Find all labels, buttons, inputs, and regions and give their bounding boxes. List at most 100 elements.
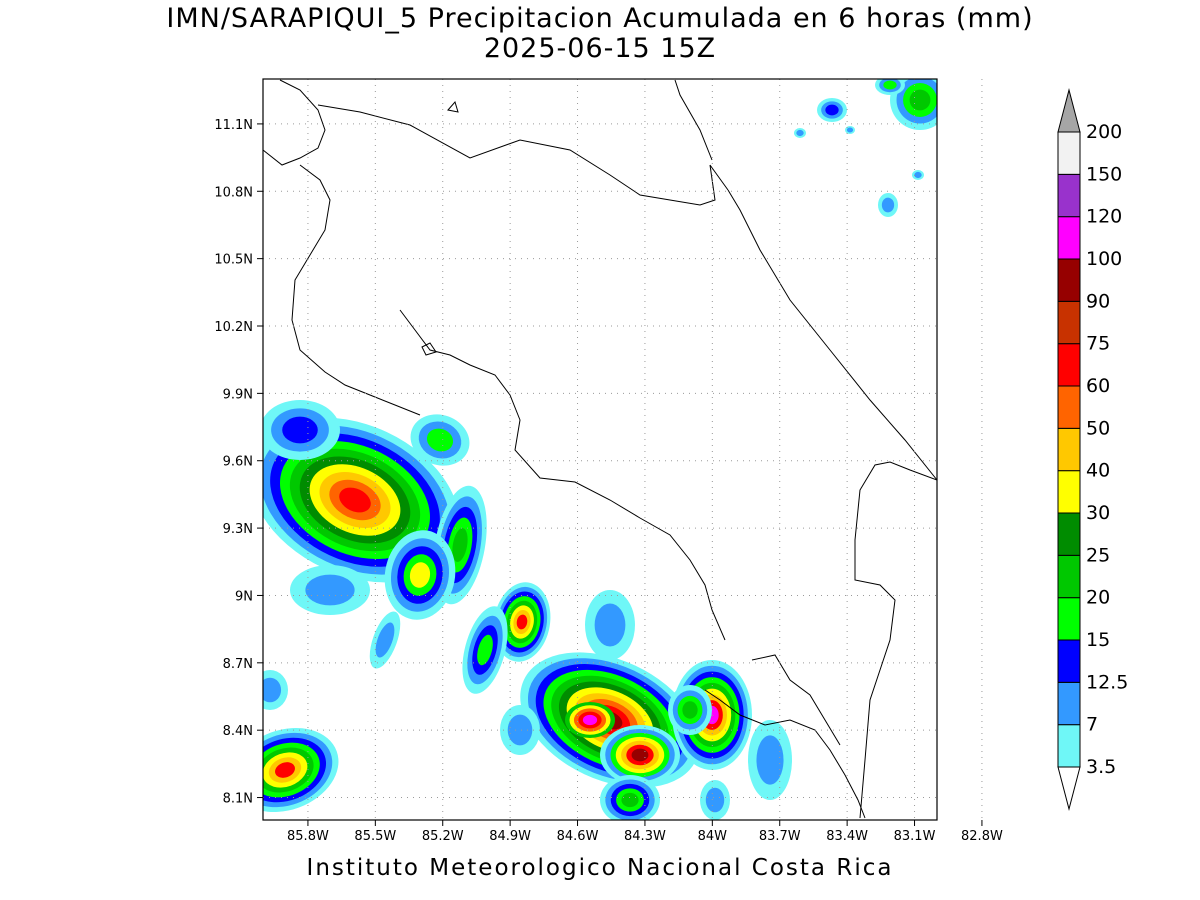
- lon-tick-label: 84W: [698, 829, 728, 844]
- lat-tick-label: 9.9N: [223, 387, 253, 402]
- lat-tick-label: 9.6N: [223, 455, 253, 470]
- precip-contour: [825, 104, 839, 116]
- lon-tick-label: 85.8W: [287, 829, 329, 844]
- lat-tick-label: 9.3N: [223, 522, 253, 537]
- coastline-lake: [447, 100, 459, 113]
- colorbar-swatch: [1057, 512, 1081, 556]
- lon-tick-label: 85.2W: [422, 829, 464, 844]
- precip-contour: [682, 701, 698, 719]
- colorbar-label: 12.5: [1086, 671, 1128, 693]
- precip-contour: [621, 792, 639, 808]
- coastline-osa: [704, 689, 866, 819]
- precip-contour: [263, 677, 282, 703]
- lon-tick-label: 84.3W: [624, 829, 666, 844]
- lon-tick-label: 83.7W: [759, 829, 801, 844]
- precip-contour: [305, 574, 355, 606]
- colorbar-label: 100: [1086, 248, 1122, 270]
- colorbar-label: 200: [1086, 121, 1122, 143]
- precip-contour: [375, 622, 395, 658]
- coastline-north: [263, 79, 326, 166]
- lat-tick-label: 10.5N: [214, 253, 253, 268]
- colorbar-label: 15: [1086, 629, 1110, 651]
- precip-contour: [452, 528, 468, 562]
- colorbar-label: 7: [1086, 714, 1098, 736]
- lon-tick-label: 84.6W: [557, 829, 599, 844]
- colorbar-swatch: [1057, 597, 1081, 641]
- colorbar-swatch: [1057, 258, 1081, 302]
- coastline-gulf: [399, 309, 726, 641]
- lat-tick-label: 10.2N: [214, 320, 253, 335]
- precip-contour: [594, 603, 626, 647]
- colorbar-swatch: [1057, 470, 1081, 514]
- precip-contour: [426, 428, 454, 452]
- precip-contour: [883, 80, 897, 90]
- colorbar-swatch: [1057, 216, 1081, 260]
- coastline-nicaragua-border: [317, 104, 729, 206]
- precip-contour: [756, 735, 784, 785]
- colorbar-label: 3.5: [1086, 756, 1116, 778]
- map-frame: [262, 78, 938, 821]
- lat-tick-label: 8.7N: [223, 657, 253, 672]
- precip-contour: [796, 129, 804, 137]
- precip-contour: [881, 197, 895, 213]
- colorbar-min-arrow: [1057, 766, 1081, 811]
- colorbar-label: 150: [1086, 163, 1122, 185]
- lat-tick-label: 11.1N: [214, 118, 253, 133]
- precip-contour: [516, 614, 528, 630]
- colorbar-label: 50: [1086, 417, 1110, 439]
- lon-tick-label: 84.9W: [489, 829, 531, 844]
- precip-contour: [282, 416, 318, 444]
- coastline-gulf-island: [421, 342, 437, 356]
- colorbar-swatch: [1057, 385, 1081, 429]
- precip-contour: [631, 748, 649, 762]
- lat-tick-label: 8.4N: [223, 724, 253, 739]
- precip-contour: [339, 487, 371, 513]
- lon-tick-label: 82.8W: [961, 829, 1003, 844]
- colorbar-swatch: [1057, 131, 1081, 175]
- colorbar-label: 20: [1086, 587, 1110, 609]
- lat-tick-label: 8.1N: [223, 792, 253, 807]
- precip-contour: [909, 89, 931, 111]
- coastline: [263, 79, 937, 819]
- precipitation-field: [263, 79, 937, 820]
- grid-lines: [263, 79, 983, 820]
- lon-tick-label: 83.1W: [894, 829, 936, 844]
- colorbar-swatch: [1057, 639, 1081, 683]
- footer-credit: Instituto Meteorologico Nacional Costa R…: [306, 855, 894, 881]
- coastline-panama-border: [751, 654, 841, 746]
- colorbar-swatch: [1057, 554, 1081, 599]
- colorbar-swatch: [1057, 300, 1081, 345]
- lat-tick-label: 10.8N: [214, 185, 253, 200]
- colorbar-label: 75: [1086, 333, 1110, 355]
- colorbar-max-arrow: [1057, 88, 1081, 133]
- precip-contour: [409, 562, 431, 588]
- colorbar-label: 90: [1086, 290, 1110, 312]
- chart-title: IMN/SARAPIQUI_5 Precipitacion Acumulada …: [166, 3, 1034, 34]
- coastline-nicoya: [291, 164, 421, 416]
- coastline-caribbean: [674, 79, 937, 481]
- colorbar: 3.5 7 12.5 15 20 25 30 40 50 60 75 90 100 120 150 200: [1057, 88, 1128, 811]
- precip-contour: [507, 714, 533, 746]
- colorbar-swatch: [1057, 427, 1081, 472]
- lat-tick-label: 9N: [235, 589, 253, 604]
- precip-contour: [914, 171, 922, 179]
- colorbar-swatch: [1057, 173, 1081, 218]
- precip-contour: [846, 127, 854, 133]
- lon-tick-label: 83.4W: [826, 829, 868, 844]
- colorbar-label: 60: [1086, 375, 1110, 397]
- colorbar-label: 120: [1086, 206, 1122, 228]
- precip-contour: [477, 634, 493, 666]
- colorbar-label: 40: [1086, 460, 1110, 482]
- precip-contour: [275, 762, 295, 778]
- lon-axis: 85.8W 85.5W 85.2W 84.9W 84.6W 84.3W 84W 83.7W 83…: [287, 820, 1003, 844]
- colorbar-swatch: [1057, 724, 1081, 768]
- lon-tick-label: 85.5W: [354, 829, 396, 844]
- coastline-panama-east: [854, 461, 937, 819]
- colorbar-swatch: [1057, 681, 1081, 726]
- chart-subtitle: 2025-06-15 15Z: [483, 33, 717, 64]
- lat-axis: 8.1N 8.4N 8.7N 9N 9.3N 9.6N 9.9N 10.2N 10.5N 10.8…: [214, 118, 263, 807]
- colorbar-label: 25: [1086, 544, 1110, 566]
- precip-contour: [705, 787, 725, 813]
- colorbar-label: 30: [1086, 502, 1110, 524]
